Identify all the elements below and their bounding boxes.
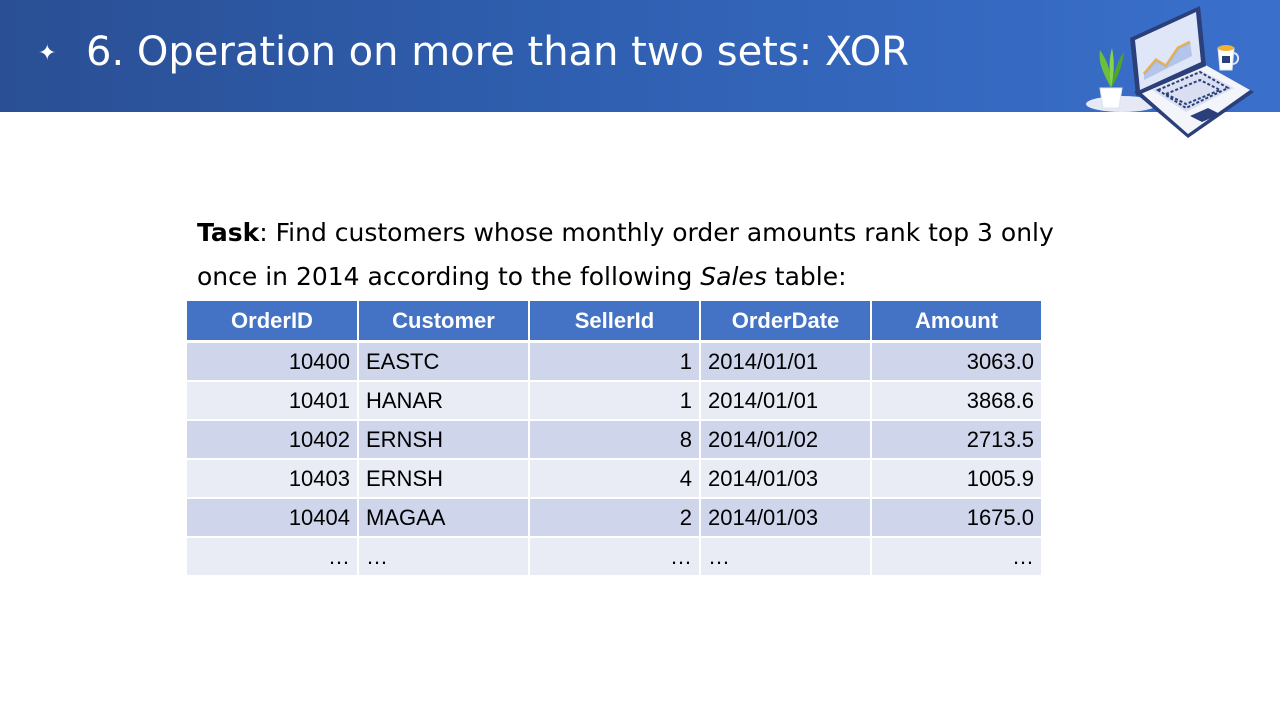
bullet-star-icon: ✦: [38, 41, 57, 66]
column-header-amount: Amount: [871, 301, 1041, 343]
table-row: 10401 HANAR 1 2014/01/01 3868.6: [187, 381, 1041, 421]
cell-customer: EASTC: [358, 341, 530, 382]
coffee-handle: [1231, 52, 1240, 65]
sales-table: OrderID Customer SellerId OrderDate Amou…: [187, 301, 1041, 577]
cell-amount: …: [871, 537, 1041, 577]
cell-orderid: 10401: [187, 381, 359, 421]
plant-leaf-3: [1109, 48, 1114, 88]
column-header-customer: Customer: [358, 301, 530, 343]
task-table-name: Sales: [700, 262, 767, 291]
coffee-label: [1222, 56, 1230, 63]
plant-leaf-2: [1111, 52, 1124, 88]
cell-orderid: 10404: [187, 498, 359, 538]
table-row: 10400 EASTC 1 2014/01/01 3063.0: [187, 341, 1041, 382]
cell-amount: 3063.0: [871, 341, 1041, 382]
screen-chart-area: [1144, 42, 1192, 80]
table-row: 10403 ERNSH 4 2014/01/03 1005.9: [187, 459, 1041, 499]
cell-orderdate: 2014/01/01: [700, 381, 872, 421]
cell-orderid: 10402: [187, 420, 359, 460]
coffee-top: [1218, 45, 1234, 51]
cell-orderid: 10403: [187, 459, 359, 499]
table-row: 10404 MAGAA 2 2014/01/03 1675.0: [187, 498, 1041, 538]
cell-customer: MAGAA: [358, 498, 530, 538]
cell-sellerid: 1: [529, 381, 701, 421]
task-label: Task: [197, 218, 260, 247]
cell-customer: ERNSH: [358, 420, 530, 460]
cell-orderdate: 2014/01/03: [700, 459, 872, 499]
cell-amount: 1005.9: [871, 459, 1041, 499]
task-line2-after: table:: [766, 262, 847, 291]
cell-customer: …: [358, 537, 530, 577]
cell-orderdate: 2014/01/02: [700, 420, 872, 460]
cell-sellerid: 1: [529, 341, 701, 382]
cell-amount: 3868.6: [871, 381, 1041, 421]
cell-sellerid: 4: [529, 459, 701, 499]
laptop-chart-illustration-icon: [1086, 6, 1254, 138]
column-header-sellerid: SellerId: [529, 301, 701, 343]
laptop-keyboard: [1152, 70, 1234, 122]
cell-customer: HANAR: [358, 381, 530, 421]
task-line-2: once in 2014 according to the following …: [197, 255, 1037, 299]
table-header-row: OrderID Customer SellerId OrderDate Amou…: [187, 301, 1041, 343]
table-row-ellipsis: … … … … …: [187, 537, 1041, 577]
cell-orderdate: 2014/01/01: [700, 341, 872, 382]
cell-orderdate: …: [700, 537, 872, 577]
table-row: 10402 ERNSH 8 2014/01/02 2713.5: [187, 420, 1041, 460]
cell-sellerid: 8: [529, 420, 701, 460]
cell-amount: 1675.0: [871, 498, 1041, 538]
task-line-1: Task: Find customers whose monthly order…: [197, 211, 1054, 255]
task-line1-text: Find customers whose monthly order amoun…: [275, 218, 1054, 247]
column-header-orderdate: OrderDate: [700, 301, 872, 343]
column-header-orderid: OrderID: [187, 301, 359, 343]
task-separator: :: [259, 218, 276, 247]
header-band: ✦ 6. Operation on more than two sets: XO…: [0, 0, 1280, 112]
plant-leaf-1: [1099, 50, 1112, 88]
cell-sellerid: 2: [529, 498, 701, 538]
task-description: Task: Find customers whose monthly order…: [197, 211, 1054, 299]
task-line2-before: once in 2014 according to the following: [197, 262, 701, 291]
plant-pot: [1099, 87, 1123, 109]
cell-sellerid: …: [529, 537, 701, 577]
cell-customer: ERNSH: [358, 459, 530, 499]
cell-orderid: …: [187, 537, 359, 577]
slide-title: 6. Operation on more than two sets: XOR: [86, 29, 910, 75]
cell-amount: 2713.5: [871, 420, 1041, 460]
cell-orderdate: 2014/01/03: [700, 498, 872, 538]
cell-orderid: 10400: [187, 341, 359, 382]
